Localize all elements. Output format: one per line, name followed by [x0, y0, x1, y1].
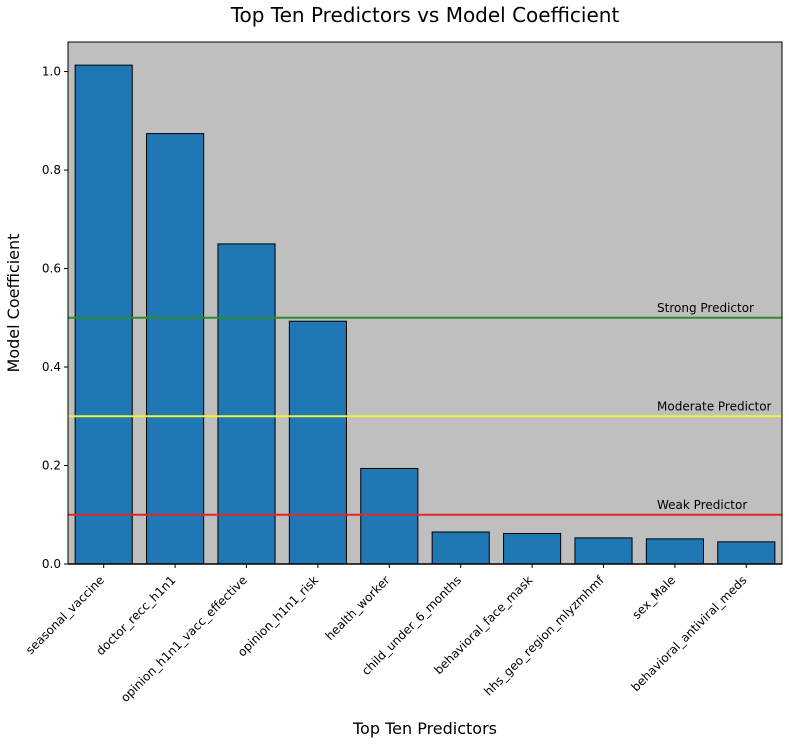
y-tick-label: 0.2 — [42, 459, 61, 473]
x-axis-label: Top Ten Predictors — [352, 719, 497, 738]
x-tick-label-opinion_h1n1_vacc_effective: opinion_h1n1_vacc_effective — [118, 573, 250, 705]
y-tick-label: 0.6 — [42, 262, 61, 276]
x-tick-label-seasonal_vaccine: seasonal_vaccine — [23, 573, 107, 657]
x-tick-label-hhs_geo_region_mlyzmhmf: hhs_geo_region_mlyzmhmf — [481, 573, 607, 699]
bar-behavioral_face_mask — [503, 532, 562, 565]
x-tick-label-opinion_h1n1_risk: opinion_h1n1_risk — [235, 573, 321, 659]
y-tick-label: 1.0 — [42, 65, 61, 79]
x-tick-label-doctor_recc_h1n1: doctor_recc_h1n1 — [93, 573, 178, 658]
bar-sex_Male — [645, 538, 704, 565]
x-tick-label-health_worker: health_worker — [323, 573, 393, 643]
bar-child_under_6_months — [431, 531, 490, 565]
reference-label-weak-predictor: Weak Predictor — [657, 498, 747, 512]
reference-label-strong-predictor: Strong Predictor — [657, 301, 754, 315]
y-tick-label: 0.0 — [42, 557, 61, 571]
y-tick-label: 0.4 — [42, 360, 61, 374]
bar-behavioral_antiviral_meds — [717, 541, 776, 565]
y-tick-label: 0.8 — [42, 163, 61, 177]
x-tick-label-sex_Male: sex_Male — [629, 573, 678, 622]
bar-health_worker — [360, 467, 419, 565]
y-axis-label: Model Coefficient — [4, 234, 23, 373]
chart-title: Top Ten Predictors vs Model Coefficient — [230, 3, 620, 27]
reference-label-moderate-predictor: Moderate Predictor — [657, 399, 772, 413]
x-tick-label-behavioral_antiviral_meds: behavioral_antiviral_meds — [628, 573, 749, 694]
bar-opinion_h1n1_risk — [288, 320, 347, 565]
bar-hhs_geo_region_mlyzmhmf — [574, 537, 633, 565]
bar-opinion_h1n1_vacc_effective — [217, 243, 276, 565]
plot-area: Strong Predictor Moderate Predictor Weak P… — [23, 41, 783, 705]
bar-doctor_recc_h1n1 — [146, 133, 205, 565]
bar-seasonal_vaccine — [74, 64, 133, 565]
